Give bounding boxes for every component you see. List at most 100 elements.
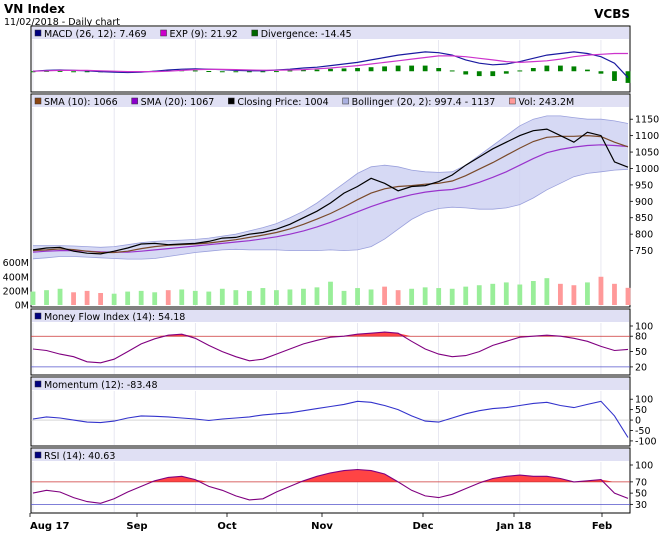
closing-price-line xyxy=(32,128,629,255)
macd-divergence-bar xyxy=(490,71,496,77)
price-ytick-label: 1150 xyxy=(635,115,659,126)
volume-ytick-label: 400M xyxy=(3,272,29,283)
macd-series-line xyxy=(32,52,628,73)
mfi-ytick-label: 80 xyxy=(635,332,647,343)
macd-divergence-bar xyxy=(368,67,374,72)
volume-bar xyxy=(544,278,550,305)
rsi-overbought-area xyxy=(33,469,628,482)
price-legend-swatch xyxy=(342,97,349,105)
macd-legend-label: EXP (9): 21.92 xyxy=(170,29,238,40)
momentum-ytick-label: -50 xyxy=(635,426,651,437)
macd-divergence-bar xyxy=(517,70,523,72)
price-legend-label: SMA (20): 1067 xyxy=(141,97,215,108)
volume-bar xyxy=(530,281,536,305)
volume-bar xyxy=(368,289,374,305)
macd-divergence-bar xyxy=(382,66,387,72)
macd-series-line xyxy=(32,51,629,79)
volume-bar xyxy=(138,290,144,305)
rsi-ytick-label: 70 xyxy=(635,477,647,488)
momentum-ytick-label: 100 xyxy=(635,395,653,406)
rsi-legend-bar xyxy=(32,449,629,461)
momentum-ytick-label: 50 xyxy=(635,405,647,416)
volume-bar xyxy=(246,290,252,305)
macd-divergence-bar xyxy=(395,65,401,72)
volume-bar xyxy=(476,285,482,305)
mfi-legend-bar xyxy=(32,310,629,322)
macd-divergence-bar xyxy=(274,71,279,73)
volume-bar xyxy=(274,290,279,305)
macd-divergence-bar xyxy=(328,68,333,72)
volume-bar xyxy=(503,282,509,305)
volume-bar xyxy=(287,289,293,305)
macd-divergence-bar xyxy=(301,69,306,72)
rsi-line xyxy=(32,468,629,504)
volume-bar xyxy=(355,288,360,305)
macd-legend-bar xyxy=(32,27,629,39)
volume-bar xyxy=(598,276,604,305)
price-ytick-label: 1100 xyxy=(635,131,659,142)
price-legend-label: Closing Price: 1004 xyxy=(237,97,328,108)
x-tick-label: Jan 18 xyxy=(496,521,532,532)
macd-divergence-bar xyxy=(476,71,482,77)
macd-divergence-bar xyxy=(314,69,320,72)
bollinger-upper-line xyxy=(33,115,629,248)
momentum-ytick-label: -100 xyxy=(635,436,657,447)
mfi-legend-swatch xyxy=(34,312,42,320)
x-axis: Aug 17 Sep Oct Nov Dec Jan 18 Feb xyxy=(29,513,612,532)
mfi-ytick-label: 100 xyxy=(635,322,653,333)
momentum-ytick-label: 0 xyxy=(635,416,641,427)
price-ytick-label: 900 xyxy=(635,197,653,208)
volume-bar xyxy=(301,288,306,305)
volume-bar xyxy=(98,293,104,305)
macd-legend-swatch xyxy=(34,29,42,37)
macd-divergence-bar xyxy=(409,65,415,72)
macd-divergence-bar xyxy=(544,65,550,72)
rsi-ytick-label: 50 xyxy=(635,489,647,500)
x-tick-label: Nov xyxy=(311,521,333,532)
volume-bar xyxy=(233,290,239,305)
volume-ytick-label: 600M xyxy=(3,258,29,269)
volume-bar xyxy=(436,288,442,305)
macd-panel: MACD (26, 12): 7.469 EXP (9): 21.92 Diverg… xyxy=(30,25,631,93)
macd-divergence-bar xyxy=(30,71,36,73)
price-legend-label: Vol: 243.2M xyxy=(518,97,574,108)
volume-bar xyxy=(625,287,631,305)
volume-bar xyxy=(179,289,185,305)
price-panel: SMA (10): 1066 SMA (20): 1067 Closing Pric… xyxy=(3,93,659,312)
price-ytick-label: 1000 xyxy=(635,164,659,175)
price-legend-swatch xyxy=(509,97,516,105)
sma20-line xyxy=(32,144,629,253)
chart-subtitle: 11/02/2018 - Daily chart xyxy=(4,17,120,28)
rsi-ytick-label: 30 xyxy=(635,500,647,511)
macd-divergence-bar xyxy=(557,65,563,72)
mfi-overbought-area xyxy=(33,332,628,337)
macd-divergence-bar xyxy=(192,70,198,72)
volume-bar xyxy=(314,287,320,305)
volume-bar xyxy=(30,291,36,305)
volume-bar xyxy=(341,290,347,305)
macd-divergence-bar xyxy=(449,70,455,72)
volume-bar xyxy=(57,288,63,305)
volume-bar xyxy=(192,290,198,305)
volume-ytick-label: 200M xyxy=(3,286,29,297)
volume-bar xyxy=(71,292,76,305)
volume-bar xyxy=(328,281,333,305)
volume-bar xyxy=(409,288,415,305)
x-tick-label: Oct xyxy=(217,521,236,532)
macd-divergence-bar xyxy=(84,71,90,73)
macd-divergence-bar xyxy=(436,68,442,72)
macd-divergence-bar xyxy=(422,65,428,72)
volume-bar xyxy=(84,290,90,305)
price-ytick-label: 850 xyxy=(635,213,653,224)
x-tick-label: Aug 17 xyxy=(30,521,69,532)
sma10-line xyxy=(32,134,629,254)
price-ytick-label: 800 xyxy=(635,230,653,241)
volume-bar xyxy=(422,287,428,305)
macd-legend-swatch xyxy=(251,29,258,37)
macd-divergence-bar xyxy=(598,71,604,74)
macd-divergence-bar xyxy=(233,71,239,73)
volume-bar xyxy=(395,290,401,305)
volume-bar xyxy=(382,286,387,305)
